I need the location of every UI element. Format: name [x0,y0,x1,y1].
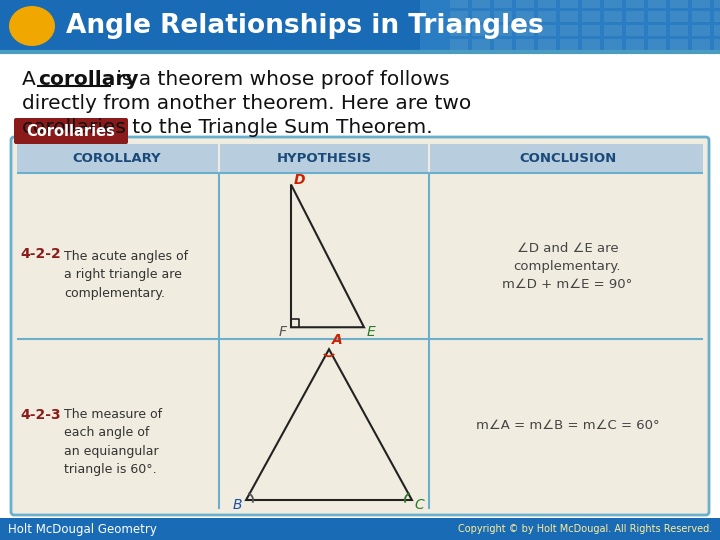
Text: B: B [233,498,242,512]
FancyBboxPatch shape [714,25,720,36]
FancyBboxPatch shape [604,0,622,8]
Polygon shape [0,0,720,52]
Text: ∠D and ∠E are: ∠D and ∠E are [517,242,618,255]
Polygon shape [420,0,720,52]
FancyBboxPatch shape [582,11,600,22]
Text: m∠A = m∠B = m∠C = 60°: m∠A = m∠B = m∠C = 60° [476,419,660,432]
FancyBboxPatch shape [560,0,578,8]
Text: HYPOTHESIS: HYPOTHESIS [276,152,372,165]
Text: 4-2-2: 4-2-2 [20,247,60,261]
Text: F: F [279,325,287,339]
FancyBboxPatch shape [626,25,644,36]
FancyBboxPatch shape [582,39,600,50]
FancyBboxPatch shape [626,11,644,22]
FancyBboxPatch shape [472,25,490,36]
FancyBboxPatch shape [220,144,428,172]
FancyBboxPatch shape [626,0,644,8]
Text: 4-2-3: 4-2-3 [20,408,60,422]
FancyBboxPatch shape [450,0,468,8]
FancyBboxPatch shape [472,0,490,8]
FancyBboxPatch shape [714,39,720,50]
FancyBboxPatch shape [17,144,218,172]
Text: Corollaries: Corollaries [27,124,115,138]
FancyBboxPatch shape [582,25,600,36]
FancyBboxPatch shape [538,25,556,36]
Text: The measure of
each angle of
an equiangular
triangle is 60°.: The measure of each angle of an equiangu… [64,408,162,476]
FancyBboxPatch shape [472,39,490,50]
Text: COROLLARY: COROLLARY [72,152,161,165]
FancyBboxPatch shape [0,52,720,540]
Text: D: D [294,172,305,186]
Text: A: A [22,70,42,89]
Text: complementary.: complementary. [514,260,621,273]
Text: Angle Relationships in Triangles: Angle Relationships in Triangles [66,13,544,39]
FancyBboxPatch shape [494,25,512,36]
FancyBboxPatch shape [516,25,534,36]
FancyBboxPatch shape [14,118,128,144]
FancyBboxPatch shape [648,39,666,50]
FancyBboxPatch shape [670,11,688,22]
FancyBboxPatch shape [648,0,666,8]
FancyBboxPatch shape [538,39,556,50]
FancyBboxPatch shape [582,0,600,8]
Text: corollary: corollary [38,70,138,89]
FancyBboxPatch shape [494,0,512,8]
FancyBboxPatch shape [450,25,468,36]
FancyBboxPatch shape [714,11,720,22]
FancyBboxPatch shape [604,39,622,50]
FancyBboxPatch shape [692,0,710,8]
Text: The acute angles of
a right triangle are
complementary.: The acute angles of a right triangle are… [64,250,188,300]
Text: C: C [415,498,425,512]
FancyBboxPatch shape [714,0,720,8]
FancyBboxPatch shape [494,39,512,50]
Text: corollaries to the Triangle Sum Theorem.: corollaries to the Triangle Sum Theorem. [22,118,433,137]
Text: is a theorem whose proof follows: is a theorem whose proof follows [110,70,449,89]
Text: CONCLUSION: CONCLUSION [519,152,616,165]
FancyBboxPatch shape [648,25,666,36]
FancyBboxPatch shape [560,11,578,22]
FancyBboxPatch shape [11,137,709,515]
Text: Copyright © by Holt McDougal. All Rights Reserved.: Copyright © by Holt McDougal. All Rights… [458,524,712,534]
Text: Holt McDougal Geometry: Holt McDougal Geometry [8,523,157,536]
FancyBboxPatch shape [604,25,622,36]
Text: E: E [367,325,376,339]
FancyBboxPatch shape [670,39,688,50]
FancyBboxPatch shape [670,25,688,36]
FancyBboxPatch shape [692,11,710,22]
FancyBboxPatch shape [648,11,666,22]
FancyBboxPatch shape [450,39,468,50]
FancyBboxPatch shape [516,11,534,22]
Text: m∠D + m∠E = 90°: m∠D + m∠E = 90° [503,278,633,291]
FancyBboxPatch shape [538,11,556,22]
FancyBboxPatch shape [516,39,534,50]
FancyBboxPatch shape [516,0,534,8]
FancyBboxPatch shape [538,0,556,8]
FancyBboxPatch shape [560,25,578,36]
FancyBboxPatch shape [604,11,622,22]
FancyBboxPatch shape [560,39,578,50]
Text: directly from another theorem. Here are two: directly from another theorem. Here are … [22,94,472,113]
Ellipse shape [9,6,55,46]
FancyBboxPatch shape [494,11,512,22]
FancyBboxPatch shape [472,11,490,22]
FancyBboxPatch shape [0,518,720,540]
FancyBboxPatch shape [692,25,710,36]
Text: A: A [332,333,343,347]
FancyBboxPatch shape [430,144,703,172]
FancyBboxPatch shape [450,11,468,22]
FancyBboxPatch shape [626,39,644,50]
FancyBboxPatch shape [692,39,710,50]
FancyBboxPatch shape [670,0,688,8]
